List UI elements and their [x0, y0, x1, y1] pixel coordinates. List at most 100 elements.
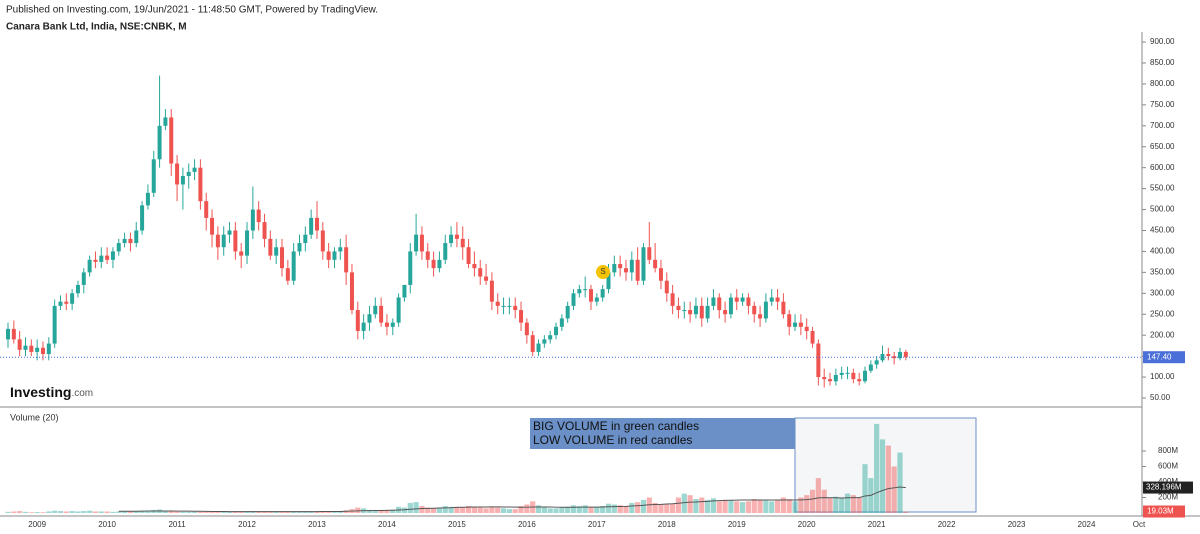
volume-bar — [75, 511, 81, 513]
candle-body — [734, 297, 739, 302]
volume-bar — [308, 511, 314, 513]
volume-bar — [839, 497, 845, 513]
chart-title: Canara Bank Ltd, India, NSE:CNBK, M — [6, 22, 187, 33]
volume-bar — [541, 506, 547, 513]
volume-bar — [600, 506, 606, 513]
volume-bar — [69, 511, 75, 513]
volume-bar — [52, 510, 58, 513]
candle-body — [647, 247, 652, 260]
candle-body — [635, 259, 640, 281]
candle-body — [361, 322, 366, 331]
candle-body — [157, 125, 162, 160]
candle-body — [186, 171, 191, 177]
candle-body — [314, 217, 319, 231]
candle-body — [571, 293, 576, 306]
candle-body — [583, 289, 588, 291]
volume-bar — [174, 511, 180, 513]
volume-bar — [5, 511, 11, 513]
volume-bar — [809, 489, 816, 513]
candle-body — [256, 209, 261, 223]
volume-bar — [186, 511, 192, 513]
volume-bar — [256, 511, 262, 513]
candle-body — [227, 230, 232, 235]
volume-tick-label: 200M — [1158, 493, 1178, 502]
candle-body — [717, 297, 722, 311]
candle-body — [198, 167, 203, 202]
candle-body — [787, 314, 792, 327]
volume-bar — [623, 506, 629, 513]
volume-bar — [658, 504, 664, 513]
volume-bar — [739, 502, 746, 513]
volume-bar — [705, 499, 711, 513]
volume-bar — [390, 509, 396, 513]
volume-bar — [670, 503, 676, 513]
volume-bar — [203, 511, 209, 513]
candle-body — [449, 234, 454, 244]
candle-body — [128, 238, 133, 244]
candle-body — [215, 234, 220, 248]
candle-body — [373, 305, 378, 315]
volume-bar — [588, 506, 594, 513]
candle-body — [758, 314, 763, 319]
candle-body — [40, 347, 45, 355]
candle-body — [559, 318, 564, 327]
volume-bar — [133, 511, 139, 513]
candle-body — [58, 301, 63, 306]
candle-body — [425, 251, 430, 260]
y-tick-label: 600.00 — [1150, 163, 1175, 172]
volume-bar — [34, 512, 40, 513]
candle-body — [309, 217, 314, 235]
volume-bar — [897, 452, 903, 513]
ma-label: 328.196M — [1146, 483, 1182, 492]
candle-body — [6, 328, 10, 340]
candle-body — [99, 255, 104, 262]
candle-body — [274, 247, 279, 256]
volume-bar — [471, 506, 477, 513]
candle-body — [530, 335, 535, 352]
volume-bar — [804, 495, 810, 513]
volume-bar — [792, 501, 798, 513]
volume-bar — [436, 507, 443, 513]
y-tick-label: 250.00 — [1150, 309, 1175, 318]
volume-bar — [635, 502, 641, 513]
volume-bar — [454, 506, 460, 513]
price-pane — [6, 75, 908, 388]
candle-body — [781, 301, 786, 315]
x-tick-label: 2016 — [518, 520, 536, 529]
logo-text: Investing — [10, 384, 71, 400]
candle-body — [822, 377, 827, 380]
candle-body — [52, 305, 57, 344]
candle-body — [431, 259, 436, 269]
volume-bar — [57, 511, 64, 513]
x-tick-label: 2022 — [938, 520, 956, 529]
volume-bar — [279, 511, 285, 513]
header: Published on Investing.com, 19/Jun/2021 … — [6, 5, 378, 16]
x-tick-label: 2010 — [98, 520, 116, 529]
volume-bar — [122, 511, 128, 513]
volume-bar — [116, 511, 122, 513]
candle-body — [163, 117, 168, 126]
candle-body — [600, 289, 605, 298]
candle-body — [280, 247, 285, 269]
volume-bar — [506, 509, 512, 513]
candle-body — [332, 251, 337, 260]
candle-body — [903, 351, 908, 358]
candle-body — [116, 243, 121, 252]
candle-body — [75, 284, 80, 294]
volume-bar — [384, 509, 390, 513]
volume-bar — [547, 508, 553, 513]
candle-body — [524, 322, 529, 336]
candle-body — [466, 247, 471, 264]
volume-bar — [629, 502, 635, 513]
volume-label: 19.03M — [1147, 507, 1174, 516]
x-tick-label: Oct — [1133, 520, 1146, 529]
volume-bar — [326, 511, 332, 513]
candle-body — [798, 322, 803, 327]
volume-bar — [891, 466, 897, 513]
candle-body — [705, 305, 710, 319]
ma-tag — [1143, 481, 1193, 494]
volume-bar — [226, 511, 233, 513]
x-tick-label: 2020 — [798, 520, 816, 529]
candle-body — [175, 163, 180, 185]
